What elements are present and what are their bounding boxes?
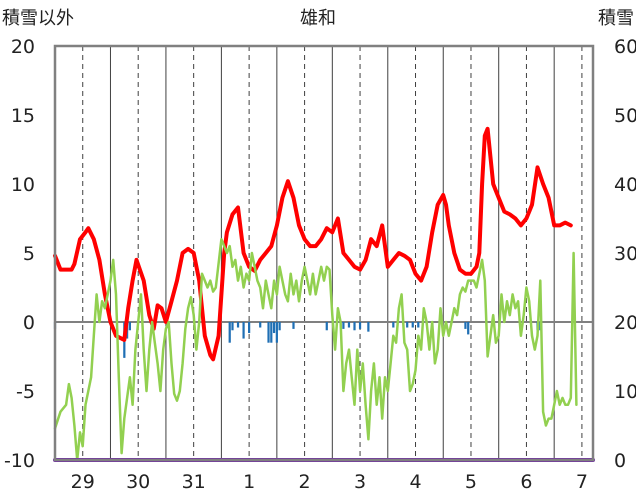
precip-bar (342, 322, 345, 329)
left-tick-label: -5 (16, 381, 35, 403)
right-axis-title: 積雪 (598, 8, 634, 29)
left-tick-label: 0 (23, 312, 35, 334)
x-tick-label: 3 (354, 471, 366, 493)
left-tick-label: 15 (11, 105, 35, 127)
x-tick-label: 30 (126, 471, 150, 493)
right-tick-label: 20 (614, 312, 636, 334)
precip-bar (248, 322, 251, 334)
precip-bar (292, 322, 295, 329)
x-tick-label: 31 (182, 471, 206, 493)
left-tick-label: 10 (11, 174, 35, 196)
left-tick-label: -10 (4, 450, 35, 472)
x-tick-label: 2 (299, 471, 311, 493)
precip-bar (406, 322, 409, 328)
x-tick-label: 4 (409, 471, 421, 493)
x-tick-label: 6 (520, 471, 532, 493)
precip-bar (242, 322, 245, 339)
precip-bar (267, 322, 270, 343)
left-tick-label: 20 (11, 36, 35, 58)
precip-bar (228, 322, 231, 343)
left-tick-label: 5 (23, 243, 35, 265)
right-tick-label: 0 (614, 450, 626, 472)
precip-bar (270, 322, 273, 343)
precip-bar (358, 322, 362, 329)
precip-bar (259, 322, 262, 328)
right-tick-label: 10 (614, 381, 636, 403)
series-line-red (53, 126, 573, 362)
precip-bar (464, 322, 467, 329)
right-tick-label: 30 (614, 243, 636, 265)
right-tick-label: 50 (614, 105, 636, 127)
x-tick-label: 5 (465, 471, 477, 493)
precip-bar (128, 322, 131, 331)
left-axis-title: 積雪以外 (2, 8, 74, 29)
precip-bar (353, 322, 356, 331)
series-line-green (53, 237, 578, 462)
precip-bar (275, 322, 278, 343)
right-tick-label: 40 (614, 174, 636, 196)
precip-bar (367, 322, 370, 332)
precip-bar (392, 322, 395, 328)
right-tick-label: 60 (614, 36, 636, 58)
x-tick-label: 1 (243, 471, 255, 493)
plot-frame (53, 44, 595, 462)
precip-bar (467, 322, 470, 335)
precip-bar (272, 322, 276, 334)
precip-bar (236, 322, 240, 328)
x-tick-label: 29 (71, 471, 95, 493)
chart-title: 雄和 (300, 8, 336, 29)
precip-bar (278, 322, 281, 331)
precip-bar (325, 322, 328, 331)
precip-bar (347, 322, 351, 328)
precip-bar (231, 322, 234, 331)
precip-bar (411, 322, 414, 328)
x-tick-label: 7 (576, 471, 588, 493)
precip-bar (417, 322, 420, 328)
